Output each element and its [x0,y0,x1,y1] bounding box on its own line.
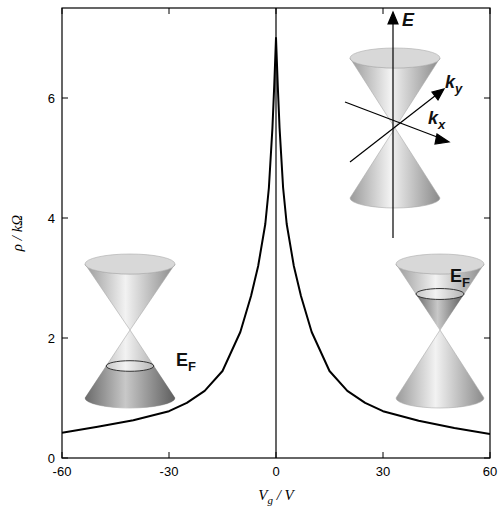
annotation: EF [450,266,470,290]
annotation: kx [428,108,446,132]
annotation-text: E [450,266,462,286]
annotation-text: E [176,350,188,370]
plot-frame [62,8,490,458]
x-tick-label: 60 [483,464,497,479]
dirac-cone [350,48,440,208]
lower-cone [396,330,484,408]
x-tick [62,8,63,14]
dirac-cone [85,254,175,408]
inset-axes [345,12,449,238]
annotation-sub: F [462,275,470,290]
arrow-head [388,12,398,24]
upper-cone [350,58,440,128]
y-tick [484,218,490,219]
filled-states [85,366,175,408]
y-axis-title: ρ / kΩ [9,215,25,253]
annotation: ky [445,72,463,96]
annotation-sub: y [454,81,463,96]
y-tick-label: 2 [48,331,55,346]
energy-axis [392,16,393,238]
y-tick [62,98,68,99]
arrow-head [432,89,444,100]
y-tick [484,338,490,339]
ky-axis [350,92,440,162]
fermi-level [106,361,154,372]
y-tick [62,338,68,339]
x-axis-title: Vg / V [258,487,295,506]
x-tick [490,452,491,458]
x-tick-label: 0 [272,464,279,479]
kx-axis [345,102,445,140]
fermi-level [416,289,464,300]
chart: EkykxEFEF-60-30030600246ρ / kΩVg / V [0,0,500,512]
cone-cap [85,254,175,274]
annotation: E [402,10,415,30]
cone-cap [350,48,440,68]
y-tick [484,98,490,99]
y-tick [484,458,490,459]
resistivity-curve [62,38,490,434]
x-tick-label: -30 [160,464,179,479]
y-tick-label: 4 [48,211,55,226]
dirac-cone [396,254,484,408]
x-tick-label: 30 [376,464,390,479]
x-axis-title-rest: / V [273,487,296,503]
arrow-head [435,134,449,144]
x-tick [490,8,491,14]
annotation: EF [176,350,196,374]
x-tick [169,8,170,14]
lower-cone [85,330,175,408]
y-tick [62,458,68,459]
y-tick-label: 6 [48,91,55,106]
annotation-sub: x [437,117,446,132]
y-tick [62,218,68,219]
x-tick [383,8,384,14]
cone-cap [396,254,484,274]
annotation-sub: F [188,359,196,374]
annotation-text: E [402,10,415,30]
x-tick [383,452,384,458]
plot-data [62,8,490,458]
x-tick [169,452,170,458]
x-tick [62,452,63,458]
x-tick-label: -60 [53,464,72,479]
lower-cone [350,128,440,208]
y-tick-label: 0 [48,451,55,466]
